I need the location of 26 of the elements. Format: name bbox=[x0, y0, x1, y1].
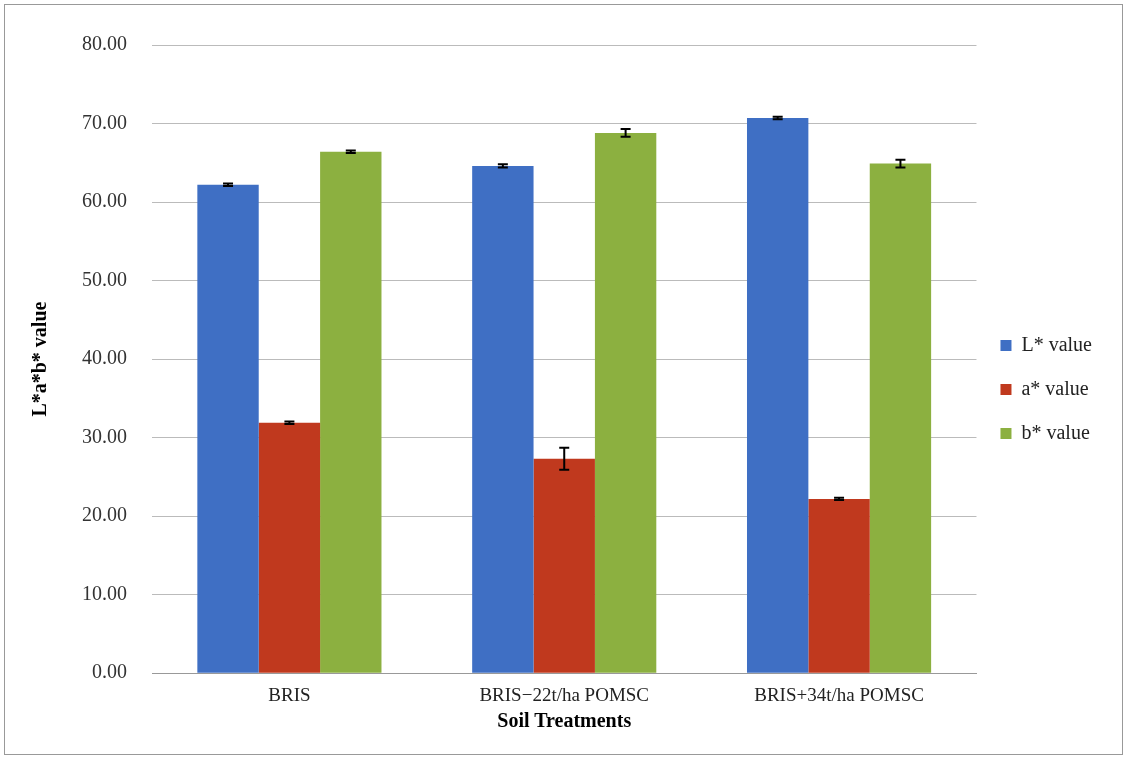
bar bbox=[869, 163, 932, 673]
bar bbox=[533, 458, 595, 673]
x-axis-title: Soil Treatments bbox=[497, 709, 632, 732]
y-tick-label: 70.00 bbox=[82, 110, 127, 133]
bar bbox=[808, 498, 870, 673]
y-tick-label: 0.00 bbox=[92, 660, 127, 683]
legend-label: a* value bbox=[1021, 376, 1089, 399]
y-tick-label: 20.00 bbox=[82, 503, 127, 526]
bar bbox=[258, 422, 321, 673]
y-tick-label: 60.00 bbox=[82, 189, 127, 212]
y-tick-label: 10.00 bbox=[82, 581, 127, 604]
y-tick-label: 40.00 bbox=[82, 346, 127, 369]
bar bbox=[746, 118, 809, 673]
x-tick-label: BRIS+34t/ha POMSC bbox=[754, 683, 924, 705]
legend-label: L* value bbox=[1021, 332, 1093, 355]
x-tick-label: BRIS−22t/ha POMSC bbox=[479, 683, 650, 705]
bar bbox=[472, 165, 534, 673]
legend-label: b* value bbox=[1021, 420, 1090, 443]
bar bbox=[197, 184, 259, 673]
x-tick-label: BRIS bbox=[268, 683, 311, 705]
y-tick-label: 30.00 bbox=[82, 424, 127, 447]
y-tick-label: 50.00 bbox=[82, 267, 127, 290]
bar bbox=[594, 132, 657, 673]
y-tick-label: 80.00 bbox=[82, 32, 127, 55]
bar bbox=[320, 151, 382, 673]
y-axis-title: L*a*b* value bbox=[28, 301, 51, 417]
